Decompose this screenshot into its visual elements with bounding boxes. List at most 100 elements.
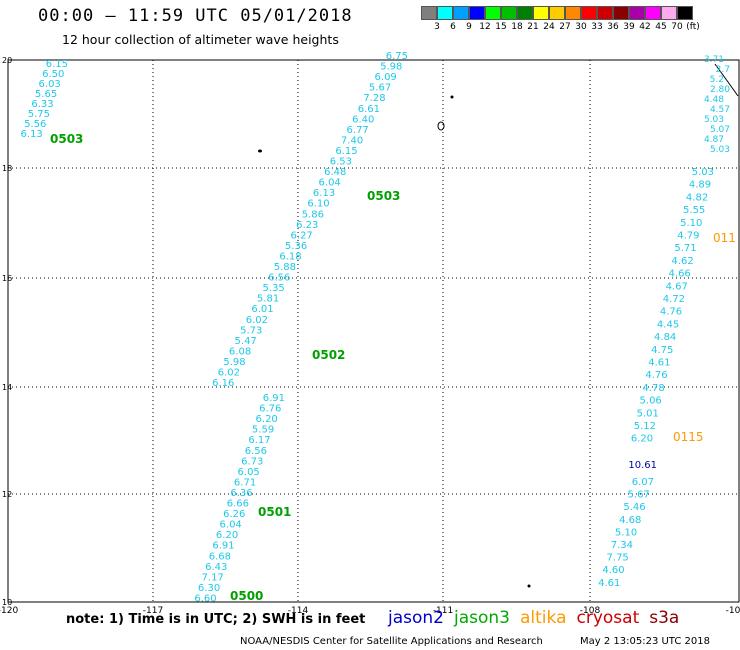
- wave-height-label: 6.40: [352, 114, 374, 125]
- wave-height-label: 5.03: [710, 145, 730, 155]
- wave-height-label: 6.04: [220, 520, 242, 531]
- wave-height-label: 4.61: [648, 358, 670, 369]
- wave-height-label: 4.67: [666, 281, 688, 292]
- wave-height-label: 6.01: [251, 304, 273, 315]
- track-id-label: 0501: [258, 505, 291, 519]
- y-tick-label: 10: [2, 598, 12, 607]
- wave-height-label: 5.86: [302, 209, 324, 220]
- satellite-cryosat: cryosat: [576, 608, 640, 628]
- x-tick-label: -120: [0, 606, 18, 616]
- colorbar-label: 24: [543, 22, 555, 32]
- wave-height-label: 6.23: [296, 220, 318, 231]
- wave-height-label: 4.68: [619, 515, 641, 526]
- wave-height-label: 2.7: [716, 65, 730, 75]
- map-subtitle: 12 hour collection of altimeter wave hei…: [62, 32, 339, 47]
- wave-height-label: 4.57: [710, 105, 730, 115]
- island-marker: [437, 121, 445, 131]
- wave-height-label: 6.16: [212, 378, 234, 389]
- wave-height-label: 6.30: [198, 583, 220, 594]
- colorbar-label: 9: [466, 22, 472, 32]
- wave-height-label: 5.47: [235, 336, 257, 347]
- wave-height-label: 6.07: [632, 477, 654, 488]
- wave-height-label: 5.01: [637, 408, 659, 419]
- wave-height-label: 5.03: [692, 167, 714, 178]
- satellite-s3a: s3a: [649, 608, 680, 628]
- wave-height-label: 6.05: [238, 467, 260, 478]
- wave-height-label: 6.20: [256, 414, 278, 425]
- wave-height-label: 5.75: [28, 109, 50, 120]
- track-id-label: 0503: [50, 132, 83, 146]
- footnote: note: 1) Time is in UTC; 2) SWH is in fe…: [66, 612, 366, 627]
- wave-height-label: 5.67: [369, 83, 391, 94]
- colorbar-label: 42: [639, 22, 651, 32]
- wave-height-label: 6.77: [347, 125, 369, 136]
- colorbar-label: 33: [591, 22, 603, 32]
- colorbar-swatch: [501, 6, 517, 20]
- wave-height-label: 6.50: [42, 69, 64, 80]
- colorbar: [421, 6, 693, 20]
- wave-height-label: 5.67: [628, 490, 650, 501]
- wave-height-label: 4.48: [704, 95, 724, 105]
- wave-height-label: 5.2: [710, 75, 724, 85]
- wave-height-label: 5.88: [274, 262, 296, 273]
- track-id-label: 0500: [230, 589, 263, 603]
- wave-height-label: 5.35: [263, 283, 285, 294]
- wave-height-label: 5.55: [683, 205, 705, 216]
- wave-height-label: 6.13: [313, 188, 335, 199]
- wave-height-label: 7.75: [607, 553, 629, 564]
- y-tick-label: 16: [2, 274, 12, 283]
- wave-height-label: 6.15: [335, 146, 357, 157]
- x-tick-label: -117: [143, 606, 163, 616]
- wave-height-label: 4.84: [654, 332, 676, 343]
- credit-line: NOAA/NESDIS Center for Satellite Applica…: [240, 636, 543, 647]
- colorbar-swatch: [677, 6, 693, 20]
- island-marker: [527, 584, 531, 588]
- wave-height-label: 6.26: [223, 509, 245, 520]
- wave-height-label: 6.91: [263, 393, 285, 404]
- wave-height-label: 5.03: [704, 115, 724, 125]
- wave-height-label: 4.89: [689, 180, 711, 191]
- colorbar-label: 39: [623, 22, 635, 32]
- track-id-label: 0115: [673, 430, 704, 444]
- wave-height-label: 6.36: [230, 488, 252, 499]
- colorbar-swatch: [613, 6, 629, 20]
- wave-height-label: 6.56: [268, 273, 290, 284]
- wave-height-label: 6.09: [375, 72, 397, 83]
- wave-height-label: 4.75: [651, 345, 673, 356]
- colorbar-swatch: [581, 6, 597, 20]
- wave-height-label: 7.17: [202, 572, 224, 583]
- wave-height-label: 6.33: [31, 99, 53, 110]
- x-tick-label: -111: [433, 606, 453, 616]
- wave-height-label: 6.53: [330, 157, 352, 168]
- wave-height-label: 4.79: [677, 231, 699, 242]
- colorbar-label: 21: [527, 22, 539, 32]
- track-id-label: 0502: [312, 348, 345, 362]
- colorbar-swatch: [469, 6, 485, 20]
- wave-height-label: 4.76: [660, 307, 682, 318]
- wave-height-label: 6.13: [21, 129, 43, 140]
- colorbar-label: 6: [450, 22, 456, 32]
- colorbar-swatch: [597, 6, 613, 20]
- colorbar-swatch: [565, 6, 581, 20]
- colorbar-label: 45: [655, 22, 667, 32]
- wave-height-label: 4.61: [598, 578, 620, 589]
- colorbar-labels: 3 6 9 12 15 18 21 24 27 30 33 36 39 42 45 70 (ft): [421, 22, 740, 34]
- wave-height-label: 3.71: [704, 55, 724, 65]
- wave-height-label: 6.20: [631, 434, 653, 445]
- credit-timestamp: May 2 13:05:23 UTC 2018: [580, 636, 710, 647]
- colorbar-swatch: [437, 6, 453, 20]
- map-title: 00:00 – 11:59 UTC 05/01/2018: [38, 6, 353, 26]
- colorbar-swatch: [517, 6, 533, 20]
- colorbar-label: 36: [607, 22, 619, 32]
- colorbar-swatch: [661, 6, 677, 20]
- satellite-legend: jason2 jason3 altika cryosat s3a: [388, 608, 689, 628]
- colorbar-label: (ft): [686, 22, 700, 32]
- colorbar-swatch: [453, 6, 469, 20]
- colorbar-swatch: [549, 6, 565, 20]
- wave-height-label: 7.40: [341, 135, 363, 146]
- x-tick-label: -114: [288, 606, 309, 616]
- map-frame: [7, 59, 740, 603]
- wave-height-label: 5.56: [24, 119, 46, 130]
- colorbar-label: 15: [495, 22, 507, 32]
- wave-height-label: 4.62: [671, 256, 693, 267]
